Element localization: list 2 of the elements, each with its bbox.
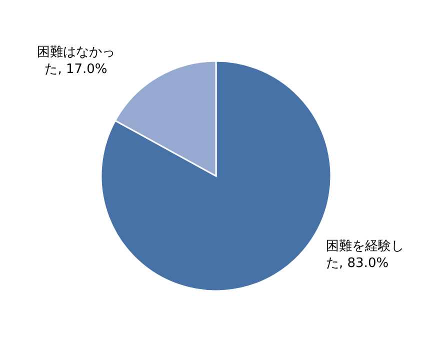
slice-label: 困難を経験した, 83.0%	[326, 238, 405, 272]
slice-label: 困難はなかった, 17.0%	[36, 44, 116, 78]
